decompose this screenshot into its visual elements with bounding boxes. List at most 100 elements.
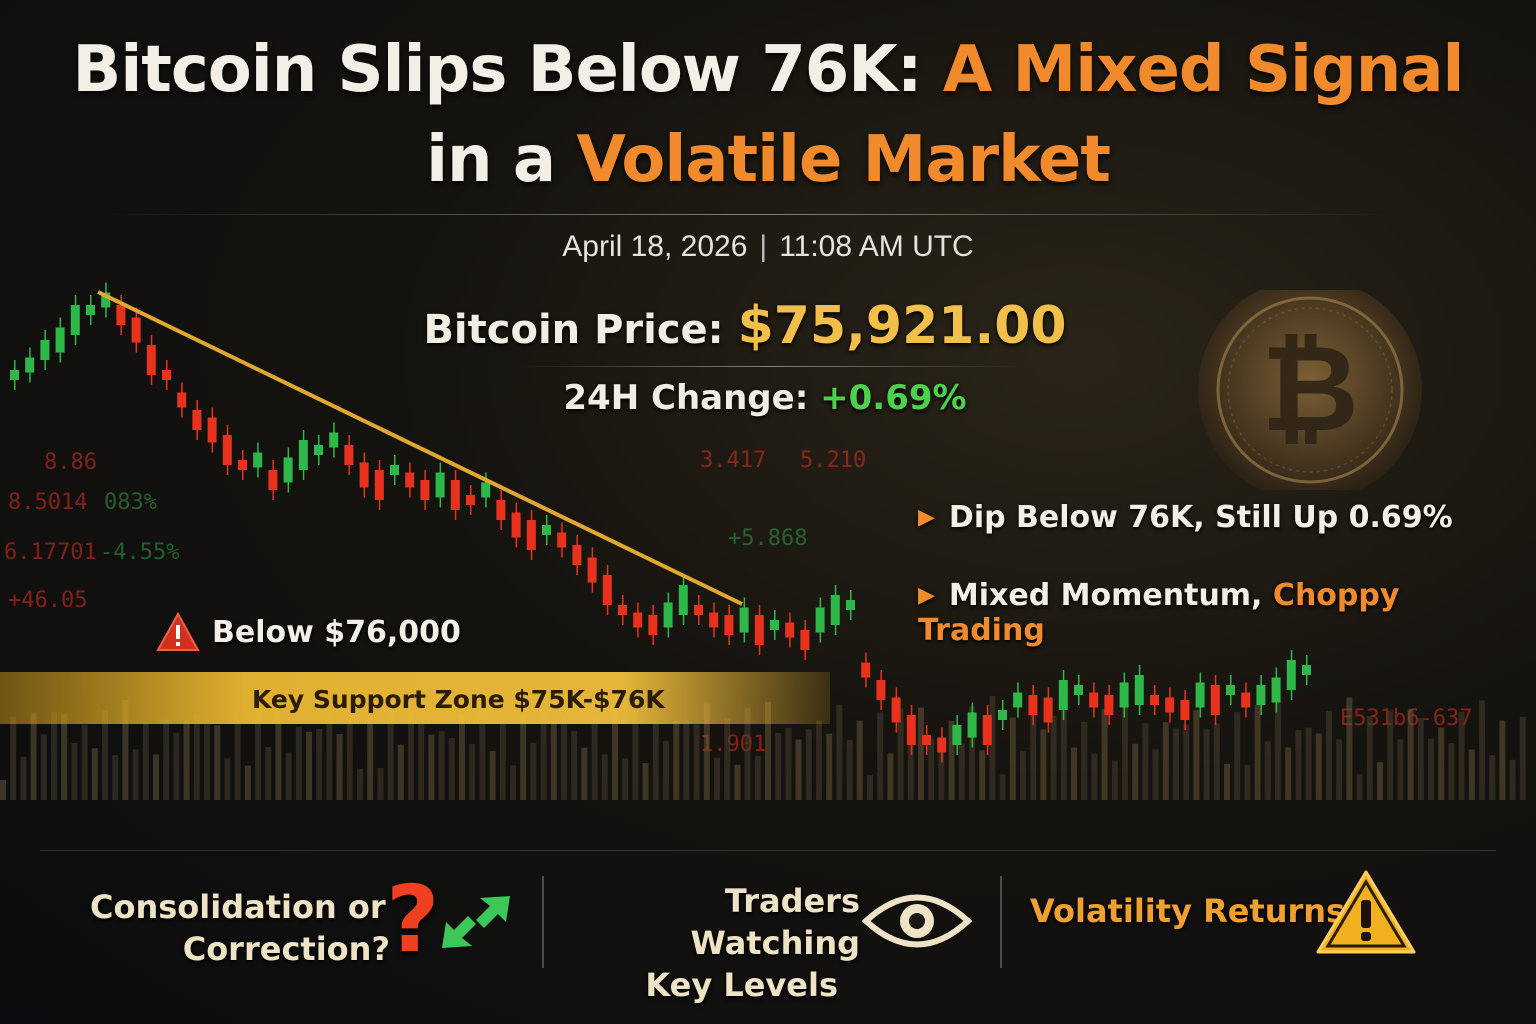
- volume-bar: [1142, 723, 1149, 800]
- candle: [1150, 685, 1159, 715]
- traders-line-2: Key Levels: [645, 966, 838, 1004]
- candle-body: [800, 630, 810, 650]
- candle: [405, 462, 415, 498]
- candle-body: [70, 305, 80, 335]
- candle-body: [648, 615, 658, 635]
- candle: [1256, 675, 1266, 715]
- candle-body: [952, 725, 962, 745]
- candle: [709, 602, 719, 638]
- volume-bar: [234, 712, 241, 800]
- volume-bar: [724, 717, 731, 800]
- candle-body: [602, 575, 612, 605]
- volume-bar: [897, 708, 904, 800]
- volume-bar: [469, 744, 476, 800]
- column-separator: [1000, 876, 1002, 968]
- volume-bar: [918, 707, 924, 800]
- volume-bar: [357, 768, 363, 800]
- bg-ticker: 1.901: [700, 732, 767, 757]
- volume-bar: [754, 755, 761, 800]
- volume-bar: [561, 715, 567, 800]
- volume-bar: [1366, 716, 1373, 800]
- volume-bar: [489, 751, 496, 800]
- candle-body: [1195, 682, 1205, 708]
- svg-text:₿: ₿: [1261, 320, 1359, 459]
- bitcoin-coin-icon: ₿: [1198, 290, 1422, 490]
- candle: [1028, 685, 1038, 725]
- volume-bar: [795, 739, 802, 800]
- candle-body: [359, 462, 369, 488]
- volume-bar: [418, 722, 425, 800]
- bottom-divider: [40, 850, 1496, 851]
- candle-body: [496, 500, 506, 520]
- question-line-1: Consolidation or: [90, 888, 386, 926]
- candle: [466, 485, 475, 515]
- volume-bar: [81, 724, 88, 800]
- candle: [800, 620, 810, 660]
- volume-bar: [1071, 747, 1077, 800]
- headline-highlight: Volatile Market: [576, 123, 1111, 197]
- candle-body: [830, 595, 840, 625]
- candle: [1241, 682, 1251, 718]
- candle-body: [253, 452, 263, 468]
- candle-body: [192, 410, 202, 430]
- downtrend-line: [97, 290, 743, 606]
- divider: [100, 214, 1400, 215]
- candle: [891, 687, 901, 733]
- candle-body: [222, 435, 232, 465]
- candle: [1104, 685, 1114, 725]
- candle: [55, 317, 65, 363]
- volume-bar: [10, 716, 17, 800]
- volume-bar: [683, 720, 690, 800]
- price-line: Bitcoin Price: $75,921.00: [0, 296, 1490, 356]
- candle-body: [754, 615, 764, 645]
- headline-part: in a: [426, 123, 556, 197]
- volume-bar: [1438, 727, 1445, 800]
- candle-body: [511, 512, 521, 538]
- candle-body: [633, 612, 643, 628]
- volume-bar: [153, 754, 159, 800]
- candle-body: [967, 712, 977, 738]
- volume-bar: [1132, 743, 1139, 800]
- volume-bar: [1448, 743, 1455, 800]
- volume-bar: [193, 713, 200, 800]
- volume-bar: [652, 721, 659, 800]
- volume-bar: [1040, 729, 1047, 800]
- dateline: April 18, 2026 | 11:08 AM UTC: [0, 230, 1536, 264]
- volume-bar: [642, 763, 649, 800]
- candle: [1302, 655, 1311, 685]
- candle-body: [55, 327, 65, 353]
- candle-body: [982, 715, 992, 745]
- candle: [678, 575, 688, 625]
- candle: [952, 715, 962, 755]
- volume-bar: [1173, 728, 1179, 800]
- candle-body: [1210, 685, 1220, 715]
- candle: [830, 585, 840, 635]
- bg-ticker: 083%: [104, 490, 157, 515]
- volume-bar: [1213, 723, 1220, 800]
- volume-bar: [958, 743, 965, 800]
- headline-part: Bitcoin Slips Below 76K:: [72, 33, 923, 107]
- candle-body: [1302, 665, 1311, 675]
- swap-arrows-icon: [442, 896, 510, 948]
- volume-bar: [244, 765, 251, 800]
- volume-bar: [102, 710, 108, 800]
- volume-bar: [1305, 727, 1312, 800]
- bg-ticker: 5.210: [800, 448, 867, 473]
- candle-body: [1256, 685, 1266, 705]
- volume-bar: [1326, 710, 1332, 800]
- column-separator: [542, 876, 544, 968]
- candle: [435, 462, 445, 508]
- volume-bar: [51, 712, 57, 800]
- candle-body: [1150, 695, 1159, 705]
- candle-body: [998, 710, 1007, 720]
- candle-body: [770, 620, 779, 630]
- volume-bar: [1479, 700, 1485, 800]
- volume-bar: [1397, 739, 1404, 800]
- candle-body: [587, 557, 597, 583]
- volume-bar: [163, 719, 170, 800]
- candle: [876, 670, 886, 710]
- candle-body: [314, 445, 323, 455]
- support-zone-band: [0, 672, 830, 724]
- price-value: $75,921.00: [737, 296, 1067, 356]
